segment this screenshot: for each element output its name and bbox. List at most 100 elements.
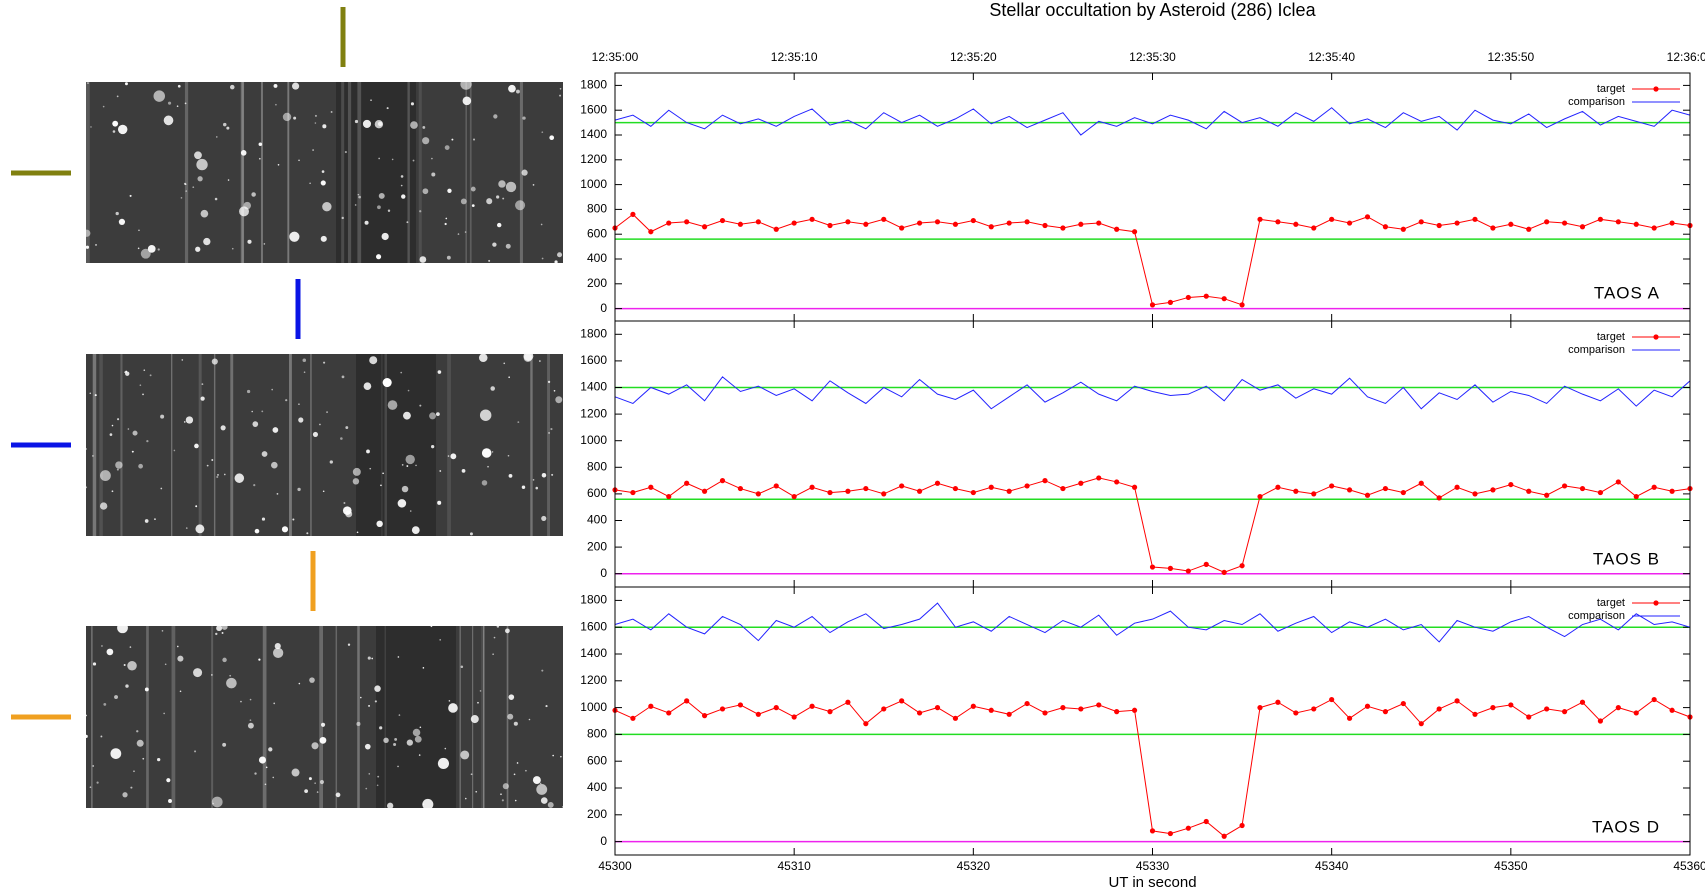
- data-point: [1221, 296, 1227, 302]
- data-point: [845, 699, 851, 705]
- legend-label: target: [1597, 83, 1625, 95]
- image-star: [271, 388, 273, 391]
- image-star: [252, 421, 259, 427]
- data-point: [1364, 492, 1371, 498]
- image-star: [194, 443, 199, 449]
- image-star: [368, 704, 370, 707]
- image-star: [562, 806, 564, 808]
- image-star: [163, 712, 165, 715]
- data-point: [1114, 479, 1120, 485]
- image-star: [352, 467, 361, 476]
- image-star: [400, 184, 403, 187]
- image-star: [112, 120, 119, 127]
- data-point: [1257, 216, 1263, 222]
- x-tick-label: 45330: [1136, 859, 1170, 873]
- image-dark-band: [376, 626, 456, 808]
- image-streak: [335, 626, 338, 808]
- image-star: [275, 103, 277, 106]
- data-point: [988, 224, 994, 230]
- image-star: [450, 453, 457, 460]
- data-point: [1579, 485, 1586, 492]
- data-point: [1329, 216, 1335, 222]
- data-point: [1382, 224, 1389, 230]
- data-point: [684, 480, 690, 486]
- data-point: [1078, 221, 1084, 227]
- data-point: [1454, 220, 1460, 226]
- image-streak: [146, 626, 149, 808]
- data-point: [1651, 225, 1657, 231]
- data-point: [899, 483, 905, 489]
- image-star: [211, 674, 213, 676]
- image-star: [381, 232, 389, 241]
- plot-frame: [614, 320, 1691, 588]
- y-tick-label: 1200: [580, 152, 607, 166]
- image-star: [94, 394, 97, 397]
- image-star: [157, 758, 161, 762]
- image-star: [115, 211, 119, 216]
- data-point: [1221, 569, 1227, 575]
- image-star: [192, 186, 195, 189]
- image-star: [430, 625, 433, 628]
- image-star: [103, 702, 107, 706]
- y-tick-label: 1200: [580, 406, 607, 420]
- image-star: [234, 473, 245, 483]
- image-star: [470, 773, 473, 776]
- data-point: [1042, 710, 1048, 716]
- image-star: [154, 518, 156, 521]
- image-star: [522, 116, 526, 120]
- star-image: [83, 78, 563, 264]
- image-star: [319, 779, 325, 785]
- image-star: [536, 783, 548, 795]
- image-star: [304, 789, 308, 793]
- image-star: [298, 417, 304, 423]
- data-point: [701, 224, 708, 230]
- image-star: [496, 195, 500, 199]
- data-point: [719, 217, 726, 224]
- data-point: [666, 493, 672, 500]
- data-point: [863, 485, 869, 492]
- y-tick-label: 800: [587, 727, 607, 741]
- data-point: [1131, 707, 1138, 713]
- y-tick-label: 1600: [580, 102, 607, 116]
- x2-tick-label: 12:35:10: [771, 50, 818, 64]
- image-star: [513, 773, 516, 776]
- image-star: [359, 696, 362, 699]
- image-star: [216, 475, 219, 479]
- series-line: [614, 602, 1691, 643]
- image-star: [306, 532, 309, 535]
- image-star: [514, 799, 517, 802]
- data-point: [1544, 492, 1550, 498]
- data-point: [1436, 706, 1442, 712]
- data-point: [1293, 221, 1299, 227]
- image-star: [147, 244, 156, 253]
- data-point: [1508, 221, 1514, 227]
- image-star: [488, 259, 491, 262]
- data-point: [791, 493, 797, 500]
- y-tick-label: 0: [600, 566, 607, 580]
- image-star: [460, 750, 470, 760]
- y-tick-label: 1000: [580, 177, 607, 191]
- data-point: [1346, 715, 1353, 721]
- image-star: [164, 663, 167, 666]
- image-star: [112, 130, 116, 133]
- image-star: [357, 193, 360, 196]
- image-star: [410, 121, 418, 129]
- image-star: [477, 701, 479, 704]
- image-star: [515, 89, 520, 94]
- image-star: [223, 122, 227, 127]
- image-star: [222, 742, 227, 747]
- image-star: [195, 505, 198, 508]
- image-star: [401, 464, 404, 466]
- image-star: [292, 82, 300, 90]
- image-star: [123, 663, 126, 666]
- data-point: [1060, 705, 1066, 711]
- panel: UT in second 0 200 400 600 800 1000 1200 1400 160…: [580, 586, 1705, 891]
- image-star: [377, 121, 383, 127]
- image-star: [436, 412, 440, 417]
- image-star: [491, 451, 494, 453]
- image-star: [497, 222, 502, 228]
- y-tick-label: 600: [587, 486, 607, 500]
- image-streak: [347, 82, 352, 263]
- y-tick-label: 1800: [580, 593, 607, 607]
- image-star: [341, 375, 345, 379]
